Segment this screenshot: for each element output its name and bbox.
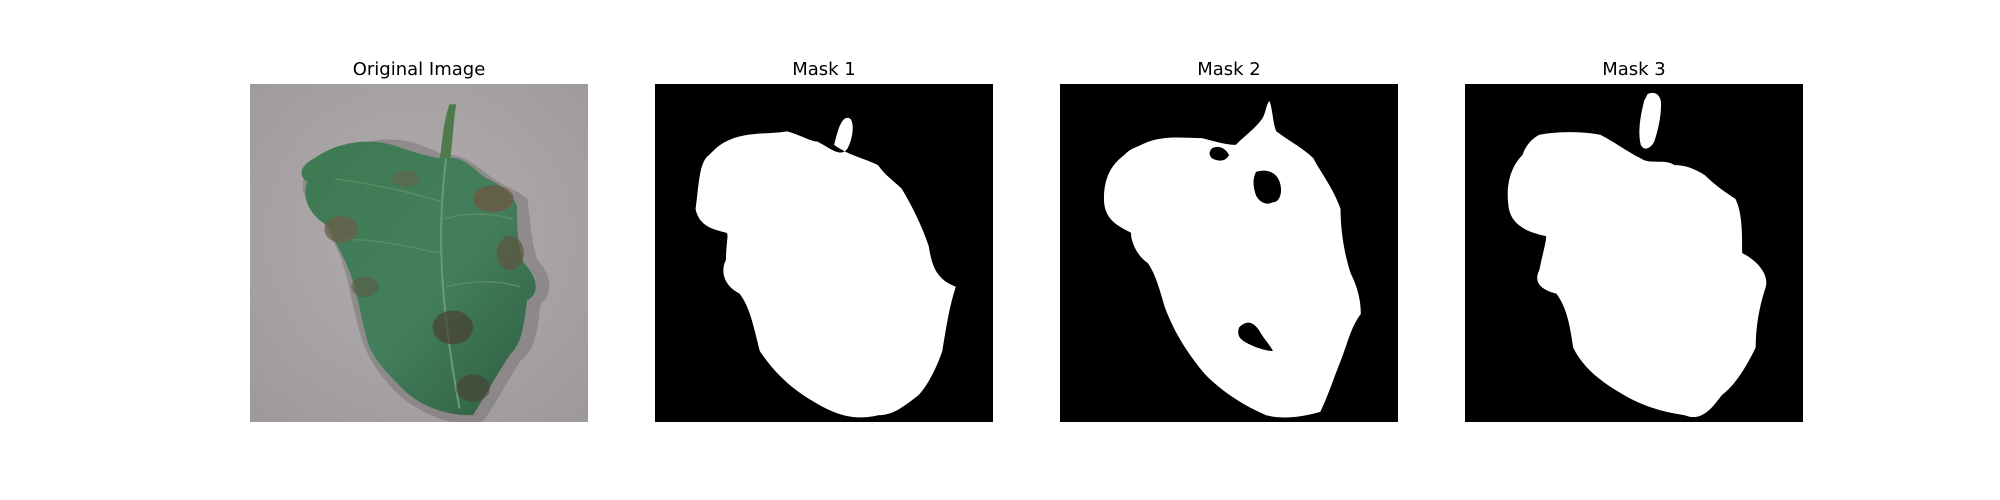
leaf-vein [334, 177, 443, 203]
mask-region [695, 117, 956, 418]
leaf-lesion [432, 310, 474, 345]
leaf-vein [344, 238, 440, 254]
leaf-lesion [456, 374, 490, 402]
mask-3-panel: Mask 3 [1465, 58, 1803, 422]
mask-1-panel: Mask 1 [655, 58, 993, 422]
leaf-lesion [496, 236, 524, 270]
mask-region [1639, 92, 1662, 149]
leaf-lesion [351, 276, 379, 297]
leaf-lesion [391, 170, 419, 188]
mask-region [1103, 100, 1361, 418]
original-image-panel: Original Image [250, 58, 588, 422]
original-image [250, 84, 588, 422]
leaf-blade [301, 141, 536, 416]
leaf-lesion [324, 215, 359, 243]
mask-2-panel: Mask 2 [1060, 58, 1398, 422]
leaf-vein [442, 213, 514, 220]
leaf-stem [439, 104, 457, 166]
mask-1-image [655, 84, 993, 422]
mask-2-image [1060, 84, 1398, 422]
mask-hole [1209, 146, 1229, 161]
mask-region [800, 142, 824, 154]
mask-3-title: Mask 3 [1602, 59, 1666, 80]
mask-3-image [1465, 84, 1803, 422]
mask-2-title: Mask 2 [1197, 59, 1261, 80]
mask-region [1507, 132, 1767, 418]
original-image-title: Original Image [352, 59, 486, 80]
mask-1-title: Mask 1 [792, 59, 856, 80]
leaf-vein-main [440, 158, 461, 409]
leaf-lesion [473, 185, 514, 213]
mask-hole [1238, 322, 1273, 352]
leaf-vein [445, 281, 521, 288]
mask-hole [1253, 170, 1282, 204]
